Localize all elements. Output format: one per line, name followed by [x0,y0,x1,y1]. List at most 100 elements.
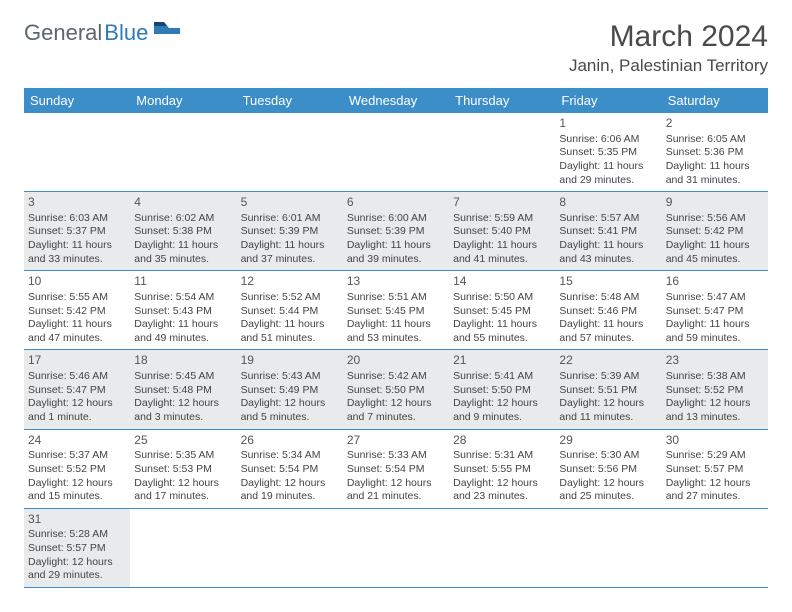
weekday-header-cell: Thursday [449,88,555,113]
weekday-header-cell: Saturday [662,88,768,113]
day-number: 6 [347,195,445,211]
flag-icon [154,20,180,46]
day-number: 8 [559,195,657,211]
daylight-text: Daylight: 12 hours and 27 minutes. [666,477,764,504]
day-number: 21 [453,353,551,369]
day-number: 4 [134,195,232,211]
sunset-text: Sunset: 5:54 PM [241,463,339,477]
day-number: 18 [134,353,232,369]
weekday-header-cell: Friday [555,88,661,113]
week-row: 17Sunrise: 5:46 AMSunset: 5:47 PMDayligh… [24,350,768,429]
calendar-cell: 30Sunrise: 5:29 AMSunset: 5:57 PMDayligh… [662,430,768,508]
daylight-text: Daylight: 12 hours and 7 minutes. [347,397,445,424]
daylight-text: Daylight: 12 hours and 19 minutes. [241,477,339,504]
sunrise-text: Sunrise: 5:42 AM [347,370,445,384]
sunrise-text: Sunrise: 6:06 AM [559,133,657,147]
sunrise-text: Sunrise: 5:48 AM [559,291,657,305]
calendar-cell [24,113,130,191]
calendar-cell [237,113,343,191]
day-number: 23 [666,353,764,369]
day-number: 12 [241,274,339,290]
calendar-cell: 9Sunrise: 5:56 AMSunset: 5:42 PMDaylight… [662,192,768,270]
calendar-cell: 11Sunrise: 5:54 AMSunset: 5:43 PMDayligh… [130,271,236,349]
daylight-text: Daylight: 12 hours and 17 minutes. [134,477,232,504]
sunrise-text: Sunrise: 5:47 AM [666,291,764,305]
calendar-cell: 17Sunrise: 5:46 AMSunset: 5:47 PMDayligh… [24,350,130,428]
week-row: 31Sunrise: 5:28 AMSunset: 5:57 PMDayligh… [24,509,768,588]
day-number: 31 [28,512,126,528]
weekday-header-cell: Tuesday [237,88,343,113]
sunset-text: Sunset: 5:39 PM [241,225,339,239]
day-number: 14 [453,274,551,290]
weekday-header-row: SundayMondayTuesdayWednesdayThursdayFrid… [24,88,768,113]
day-number: 11 [134,274,232,290]
title-block: March 2024 Janin, Palestinian Territory [569,20,768,76]
calendar-cell: 27Sunrise: 5:33 AMSunset: 5:54 PMDayligh… [343,430,449,508]
daylight-text: Daylight: 12 hours and 9 minutes. [453,397,551,424]
sunrise-text: Sunrise: 5:31 AM [453,449,551,463]
sunrise-text: Sunrise: 5:45 AM [134,370,232,384]
day-number: 25 [134,433,232,449]
day-number: 29 [559,433,657,449]
sunrise-text: Sunrise: 5:30 AM [559,449,657,463]
day-number: 22 [559,353,657,369]
day-number: 28 [453,433,551,449]
calendar-cell: 21Sunrise: 5:41 AMSunset: 5:50 PMDayligh… [449,350,555,428]
sunrise-text: Sunrise: 5:28 AM [28,528,126,542]
calendar-cell: 12Sunrise: 5:52 AMSunset: 5:44 PMDayligh… [237,271,343,349]
calendar-cell: 26Sunrise: 5:34 AMSunset: 5:54 PMDayligh… [237,430,343,508]
weeks-container: 1Sunrise: 6:06 AMSunset: 5:35 PMDaylight… [24,113,768,588]
sunset-text: Sunset: 5:41 PM [559,225,657,239]
sunrise-text: Sunrise: 5:39 AM [559,370,657,384]
calendar-cell: 5Sunrise: 6:01 AMSunset: 5:39 PMDaylight… [237,192,343,270]
calendar-cell: 31Sunrise: 5:28 AMSunset: 5:57 PMDayligh… [24,509,130,587]
day-number: 16 [666,274,764,290]
sunrise-text: Sunrise: 5:55 AM [28,291,126,305]
calendar-cell: 16Sunrise: 5:47 AMSunset: 5:47 PMDayligh… [662,271,768,349]
calendar-cell: 7Sunrise: 5:59 AMSunset: 5:40 PMDaylight… [449,192,555,270]
sunrise-text: Sunrise: 5:34 AM [241,449,339,463]
sunset-text: Sunset: 5:52 PM [28,463,126,477]
sunset-text: Sunset: 5:57 PM [28,542,126,556]
calendar-cell: 2Sunrise: 6:05 AMSunset: 5:36 PMDaylight… [662,113,768,191]
calendar-cell: 14Sunrise: 5:50 AMSunset: 5:45 PMDayligh… [449,271,555,349]
sunset-text: Sunset: 5:37 PM [28,225,126,239]
location: Janin, Palestinian Territory [569,56,768,76]
sunrise-text: Sunrise: 5:54 AM [134,291,232,305]
calendar-cell: 10Sunrise: 5:55 AMSunset: 5:42 PMDayligh… [24,271,130,349]
day-number: 27 [347,433,445,449]
daylight-text: Daylight: 11 hours and 35 minutes. [134,239,232,266]
sunset-text: Sunset: 5:40 PM [453,225,551,239]
sunset-text: Sunset: 5:43 PM [134,305,232,319]
sunset-text: Sunset: 5:48 PM [134,384,232,398]
sunrise-text: Sunrise: 6:05 AM [666,133,764,147]
calendar-cell: 28Sunrise: 5:31 AMSunset: 5:55 PMDayligh… [449,430,555,508]
day-number: 15 [559,274,657,290]
sunrise-text: Sunrise: 6:03 AM [28,212,126,226]
calendar-cell: 22Sunrise: 5:39 AMSunset: 5:51 PMDayligh… [555,350,661,428]
calendar-cell: 19Sunrise: 5:43 AMSunset: 5:49 PMDayligh… [237,350,343,428]
calendar-cell: 15Sunrise: 5:48 AMSunset: 5:46 PMDayligh… [555,271,661,349]
calendar-cell: 23Sunrise: 5:38 AMSunset: 5:52 PMDayligh… [662,350,768,428]
weekday-header-cell: Wednesday [343,88,449,113]
daylight-text: Daylight: 12 hours and 1 minute. [28,397,126,424]
week-row: 10Sunrise: 5:55 AMSunset: 5:42 PMDayligh… [24,271,768,350]
daylight-text: Daylight: 11 hours and 33 minutes. [28,239,126,266]
sunset-text: Sunset: 5:45 PM [347,305,445,319]
sunrise-text: Sunrise: 5:59 AM [453,212,551,226]
sunrise-text: Sunrise: 5:50 AM [453,291,551,305]
sunrise-text: Sunrise: 5:37 AM [28,449,126,463]
daylight-text: Daylight: 11 hours and 41 minutes. [453,239,551,266]
daylight-text: Daylight: 12 hours and 13 minutes. [666,397,764,424]
daylight-text: Daylight: 12 hours and 15 minutes. [28,477,126,504]
day-number: 7 [453,195,551,211]
daylight-text: Daylight: 11 hours and 57 minutes. [559,318,657,345]
sunset-text: Sunset: 5:47 PM [28,384,126,398]
daylight-text: Daylight: 11 hours and 31 minutes. [666,160,764,187]
daylight-text: Daylight: 12 hours and 5 minutes. [241,397,339,424]
day-number: 13 [347,274,445,290]
day-number: 26 [241,433,339,449]
sunrise-text: Sunrise: 5:43 AM [241,370,339,384]
calendar: SundayMondayTuesdayWednesdayThursdayFrid… [24,88,768,588]
daylight-text: Daylight: 12 hours and 11 minutes. [559,397,657,424]
